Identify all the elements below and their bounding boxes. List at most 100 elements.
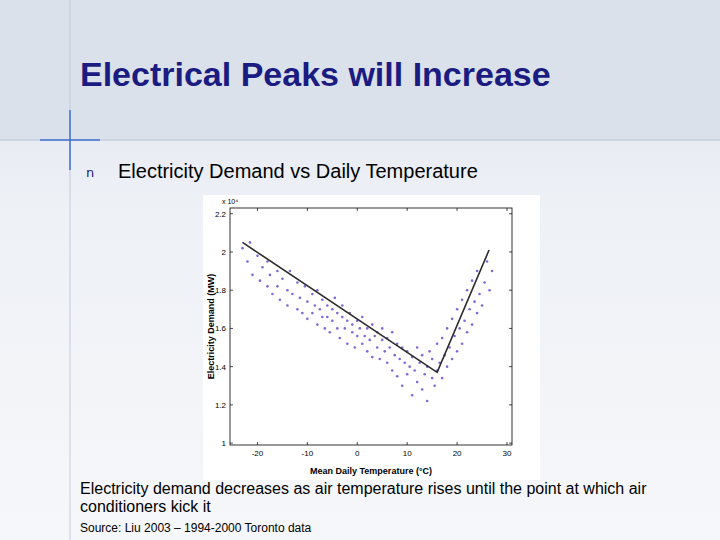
y-tick (509, 213, 512, 214)
scatter-point (486, 260, 489, 263)
scatter-point (366, 327, 369, 330)
scatter-point (463, 319, 466, 322)
scatter-point (286, 304, 289, 307)
scatter-point (341, 304, 344, 307)
scatter-point (279, 298, 282, 301)
x-tick (457, 442, 458, 445)
x-tick-label: 20 (453, 449, 462, 458)
scatter-point (376, 346, 379, 349)
fit-line (242, 242, 489, 372)
scatter-point (476, 312, 479, 315)
scatter-point (456, 350, 459, 353)
scatter-point (378, 358, 381, 361)
scatter-point (488, 289, 491, 292)
scatter-point (358, 327, 361, 330)
y-tick (509, 290, 512, 291)
scatter-point (306, 300, 309, 303)
rule-vertical (70, 0, 71, 540)
scatter-point (466, 331, 469, 334)
y-tick (230, 443, 233, 444)
y-multiplier: x 10⁴ (222, 198, 238, 205)
scatter-point (456, 308, 459, 311)
scatter-point (431, 358, 434, 361)
scatter-point (321, 316, 324, 319)
scatter-point (296, 281, 299, 284)
scatter-point (441, 337, 444, 340)
scatter-point (421, 388, 424, 391)
scatter-point (353, 346, 356, 349)
y-tick (509, 328, 512, 329)
y-tick (509, 404, 512, 405)
scatter-point (406, 373, 409, 376)
chart-background (203, 195, 540, 480)
plot-frame (230, 208, 512, 445)
scatter-point (421, 354, 424, 357)
scatter-point (321, 298, 324, 301)
y-tick (230, 404, 233, 405)
scatter-point (246, 260, 249, 263)
y-tick-label: 2.2 (215, 210, 227, 219)
scatter-point (296, 308, 299, 311)
x-tick (307, 208, 308, 211)
scatter-point (331, 319, 334, 322)
scatter-point (241, 247, 244, 250)
x-tick (407, 442, 408, 445)
scatter-point (441, 377, 444, 380)
scatter-point (311, 293, 314, 296)
scatter-point (331, 308, 334, 311)
scatter-point (393, 354, 396, 357)
x-tick (507, 442, 508, 445)
y-axis-label: Electricity Demand (MW) (206, 274, 216, 380)
x-axis-label: Mean Daily Temperature (°C) (310, 466, 432, 476)
scatter-point (468, 308, 471, 311)
scatter-point (281, 277, 284, 280)
scatter-point (451, 358, 454, 361)
scatter-point (351, 323, 354, 326)
scatter-point (408, 365, 411, 368)
y-tick (509, 443, 512, 444)
scatter-point (266, 285, 269, 288)
scatter-point (361, 316, 364, 319)
scatter-point (276, 270, 279, 273)
scatter-point (391, 331, 394, 334)
scatter-point (276, 285, 279, 288)
y-tick (230, 290, 233, 291)
scatter-point (269, 274, 272, 277)
x-tick (457, 208, 458, 211)
x-tick (407, 208, 408, 211)
scatter-point (343, 327, 346, 330)
scatter-point (446, 365, 449, 368)
scatter-point (314, 304, 317, 307)
header-band (0, 0, 720, 140)
caption-line: conditioners kick it (80, 498, 211, 515)
title: Electrical Peaks will Increase (80, 55, 551, 93)
scatter-point (483, 281, 486, 284)
scatter-point (391, 369, 394, 372)
scatter-point (471, 323, 474, 326)
y-tick-label: 1.2 (215, 401, 227, 410)
scatter-point (466, 289, 469, 292)
scatter-point (373, 335, 376, 338)
scatter-point (251, 274, 254, 277)
scatter-point (346, 319, 349, 322)
scatter-point (451, 318, 454, 321)
scatter-point (403, 362, 406, 365)
scatter-point (411, 394, 414, 397)
bullet-marker: n (86, 165, 94, 180)
y-tick-label: 1.8 (215, 286, 227, 295)
scatter-point (259, 279, 262, 282)
scatter-point (316, 323, 319, 326)
scatter-point (416, 346, 419, 349)
scatter-point (381, 339, 384, 342)
scatter-point (398, 358, 401, 361)
scatter-point (426, 400, 429, 403)
scatter-point (381, 327, 384, 330)
scatter-point (301, 312, 304, 315)
scatter-point (299, 297, 302, 300)
scatter-point (476, 270, 479, 273)
scatter-point (289, 270, 292, 273)
rule-horizontal (0, 140, 720, 141)
slide: Electrical Peaks will Increase n Electrici… (0, 0, 720, 540)
scatter-point (271, 293, 274, 296)
x-tick-label: -20 (252, 449, 264, 458)
